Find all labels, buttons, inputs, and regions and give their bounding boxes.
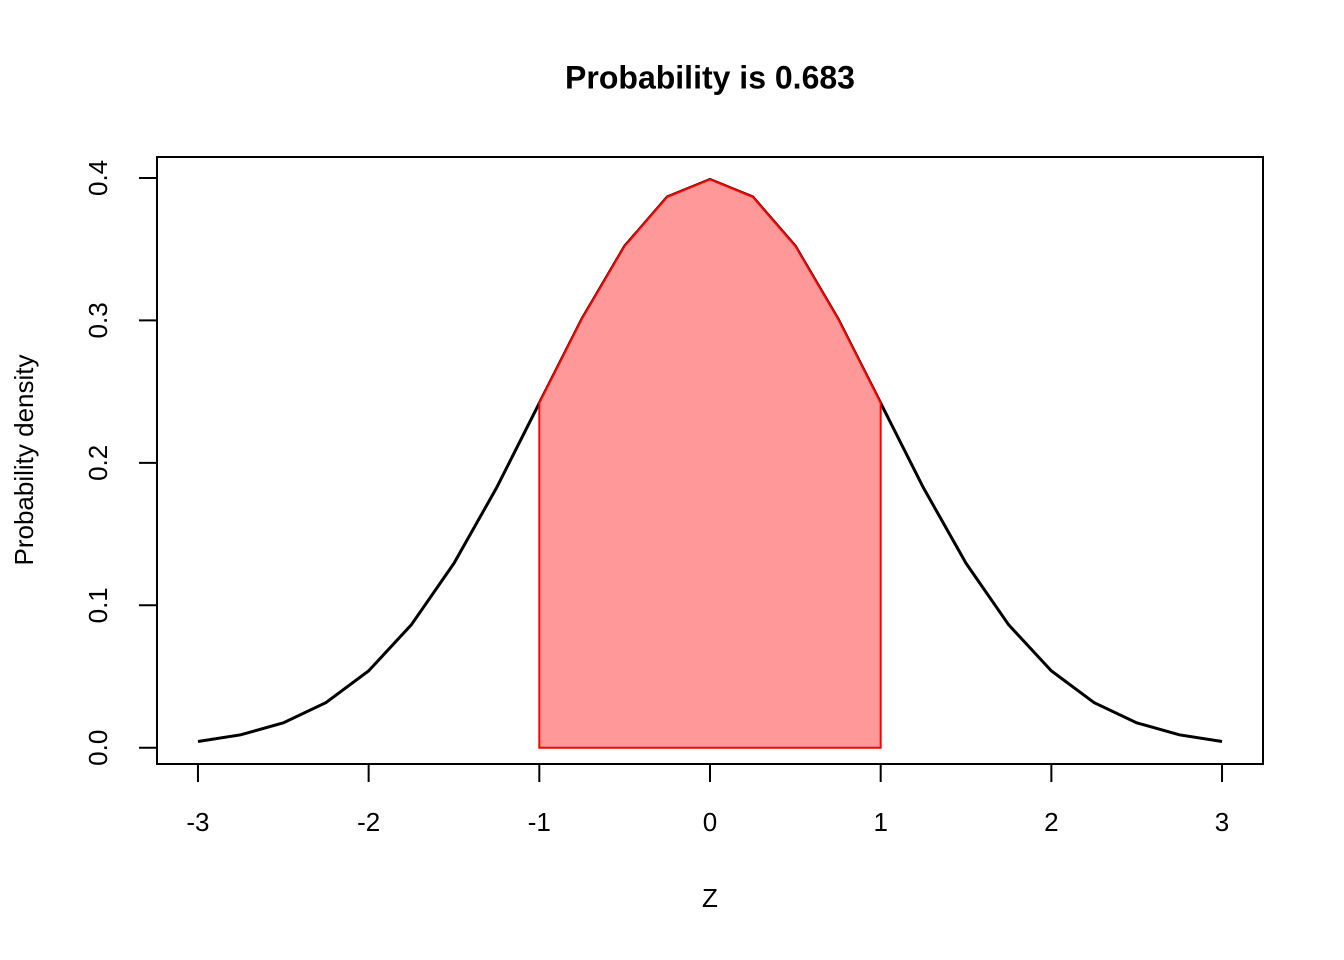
chart-title: Probability is 0.683: [565, 59, 855, 95]
plot-frame: [156, 156, 1264, 765]
y-tick-label: 0.0: [83, 730, 113, 766]
x-tick-label: 1: [873, 807, 887, 837]
x-axis-label: Z: [702, 883, 718, 913]
y-tick-label: 0.3: [83, 302, 113, 338]
x-tick-label: 3: [1215, 807, 1229, 837]
shaded-area: [538, 178, 882, 749]
y-tick-label: 0.1: [83, 587, 113, 623]
x-tick-label: 0: [703, 807, 717, 837]
x-tick-label: -2: [357, 807, 380, 837]
x-tick-label: -1: [528, 807, 551, 837]
x-tick-label: -3: [186, 807, 209, 837]
y-tick-label: 0.2: [83, 445, 113, 481]
y-axis-label: Probability density: [9, 355, 39, 566]
y-tick-label: 0.4: [83, 160, 113, 196]
x-tick-label: 2: [1044, 807, 1058, 837]
